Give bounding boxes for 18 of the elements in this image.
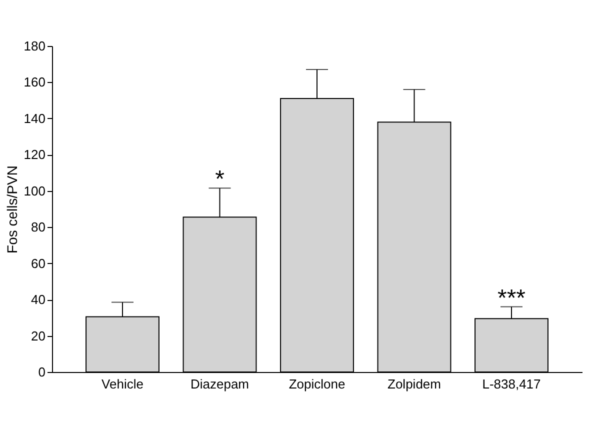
annotation: * <box>215 166 224 194</box>
y-tick-label: 100 <box>24 183 46 198</box>
y-tick-label: 60 <box>31 256 46 271</box>
y-tick-label: 20 <box>31 328 46 344</box>
x-tick-label: Zopiclone <box>288 376 346 392</box>
y-tick-label: 40 <box>31 292 46 308</box>
x-tick-label: Vehicle <box>102 376 144 392</box>
y-tick-label: 120 <box>24 147 46 162</box>
y-tick-label: 80 <box>31 220 46 235</box>
x-tick-label: Diazepam <box>190 376 250 392</box>
y-tick-label: 160 <box>24 74 46 90</box>
y-axis-title: Fos cells/PVN <box>4 166 20 254</box>
y-tick-label: 0 <box>38 364 46 380</box>
y-tick-label: 180 <box>24 38 46 54</box>
x-tick-label: L-838,417 <box>482 376 541 392</box>
y-tick-label: 140 <box>24 110 46 126</box>
annotation: *** <box>497 284 526 312</box>
x-tick-label: Zolpidem <box>388 376 441 392</box>
